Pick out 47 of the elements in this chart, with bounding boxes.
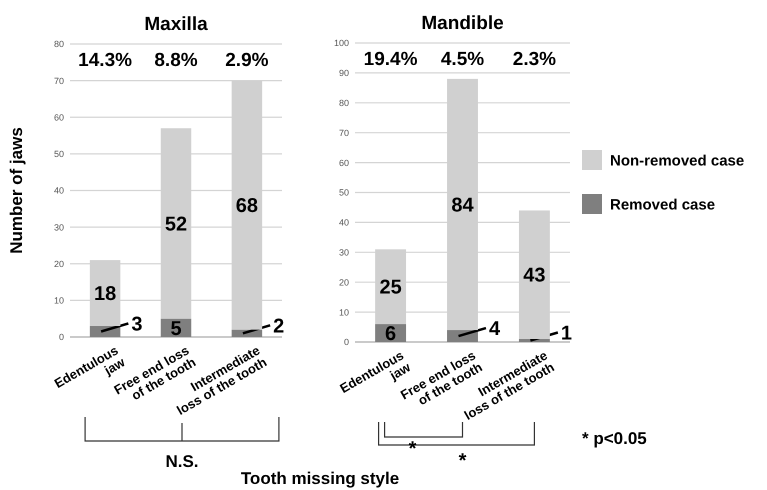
y-tick-label: 70 <box>54 76 64 86</box>
y-tick-label: 50 <box>54 149 64 160</box>
data-label: 4 <box>488 318 501 340</box>
chart-title: Maxilla <box>144 14 208 35</box>
legend-label: Removed case <box>610 196 716 214</box>
y-tick-label: 80 <box>54 39 64 50</box>
y-tick-label: 40 <box>338 218 349 228</box>
text: * <box>458 450 467 472</box>
data-label: 6 <box>385 323 396 346</box>
y-tick-label: 20 <box>54 258 64 269</box>
annotation: 2.9% <box>225 50 269 71</box>
annotation: 4.5% <box>440 49 484 70</box>
y-tick-label: 30 <box>54 222 64 232</box>
chart-title: Mandible <box>421 13 504 34</box>
data-label: 5 <box>170 318 182 340</box>
text: * p<0.05 <box>582 429 647 448</box>
data-label: 43 <box>523 264 546 287</box>
y-tick-label: 80 <box>338 98 349 108</box>
data-label: 18 <box>94 283 116 306</box>
text: N.S. <box>165 452 199 471</box>
legend-label: Non-removed case <box>610 152 744 170</box>
y-tick-label: 70 <box>338 128 349 138</box>
data-label: 2 <box>273 315 284 338</box>
annotation: 2.3% <box>512 49 556 70</box>
y-tick-label: 0 <box>58 332 64 342</box>
annotation: 8.8% <box>154 50 198 71</box>
y-tick-label: 40 <box>54 186 64 196</box>
y-tick-label: 10 <box>54 296 64 306</box>
annotation: 19.4% <box>364 49 418 70</box>
data-label: 25 <box>379 276 402 299</box>
y-tick-label: 10 <box>338 307 349 318</box>
y-axis-title: Number of jaws <box>7 127 26 254</box>
data-label: 52 <box>164 213 188 236</box>
data-label: 1 <box>560 322 572 345</box>
data-label: 84 <box>451 194 474 216</box>
y-tick-label: 100 <box>334 38 349 48</box>
x-axis-title: Tooth missing style <box>240 469 400 488</box>
y-tick-label: 0 <box>344 337 349 348</box>
y-tick-label: 30 <box>338 247 349 258</box>
y-tick-label: 90 <box>338 68 349 78</box>
y-tick-label: 20 <box>338 277 349 288</box>
annotation: 14.3% <box>78 50 132 71</box>
data-label: 68 <box>236 195 258 218</box>
data-label: 3 <box>131 314 142 336</box>
y-tick-label: 60 <box>338 158 349 168</box>
y-tick-label: 60 <box>54 112 64 122</box>
y-tick-label: 50 <box>338 188 349 198</box>
